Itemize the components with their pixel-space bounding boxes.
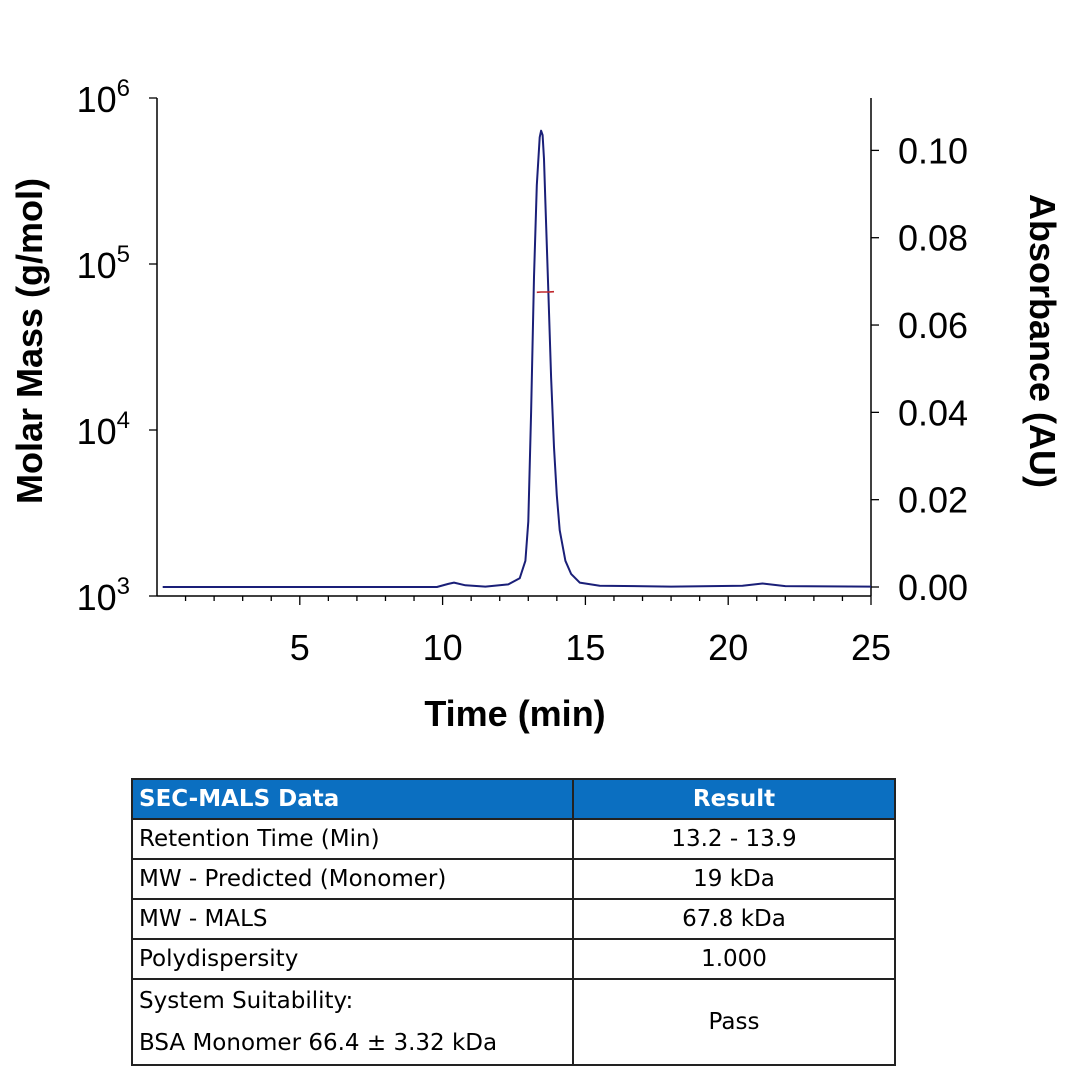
header-parameter: SEC-MALS Data (131, 778, 574, 820)
series-layer (162, 129, 872, 588)
axes (156, 98, 872, 597)
ticks-layer: 5 10 15 20 25 103 104 105 106 0.00 0.02 0.04 0.06 0.0… (77, 75, 968, 668)
right-y-axis-title: Absorbance (AU) (1022, 194, 1063, 488)
molar-mass-trace (536, 290, 555, 294)
table-row: System Suitability: BSA Monomer 66.4 ± 3… (131, 978, 896, 1066)
right-y-tick-label: 0.10 (898, 130, 968, 171)
left-y-tick-label: 105 (77, 241, 130, 286)
x-tick-label: 15 (565, 627, 605, 668)
row-param: MW - MALS (131, 898, 574, 940)
right-y-tick-label: 0.06 (898, 305, 968, 346)
left-y-tick-label: 104 (77, 407, 130, 452)
row-param: System Suitability: BSA Monomer 66.4 ± 3… (131, 978, 574, 1066)
absorbance-trace (162, 129, 872, 588)
left-y-tick-label: 103 (77, 573, 130, 618)
right-y-tick-label: 0.00 (898, 567, 968, 608)
x-axis-title: Time (min) (424, 693, 605, 734)
row-param: Retention Time (Min) (131, 818, 574, 860)
x-tick-label: 20 (708, 627, 748, 668)
param-line-2: BSA Monomer 66.4 ± 3.32 kDa (139, 1030, 498, 1056)
right-y-tick-label: 0.02 (898, 480, 968, 521)
left-y-axis-title: Molar Mass (g/mol) (9, 178, 50, 504)
param-line-1: System Suitability: (139, 988, 354, 1014)
right-y-tick-label: 0.08 (898, 218, 968, 259)
row-param: MW - Predicted (Monomer) (131, 858, 574, 900)
header-result: Result (572, 778, 896, 820)
row-value: 19 kDa (572, 858, 896, 900)
row-value: 67.8 kDa (572, 898, 896, 940)
x-tick-label: 10 (423, 627, 463, 668)
table-row: MW - MALS 67.8 kDa (131, 898, 896, 940)
table-header-row: SEC-MALS Data Result (131, 778, 896, 820)
left-y-tick-label: 106 (77, 75, 130, 120)
sec-mals-results-table: SEC-MALS Data Result Retention Time (Min… (131, 778, 896, 1066)
sec-mals-chart: 5 10 15 20 25 103 104 105 106 0.00 0.02 0.04 0.06 0.0… (9, 75, 1063, 734)
x-tick-label: 5 (290, 627, 310, 668)
row-value: 1.000 (572, 938, 896, 980)
table-row: Polydispersity 1.000 (131, 938, 896, 980)
table-row: Retention Time (Min) 13.2 - 13.9 (131, 818, 896, 860)
right-y-tick-label: 0.04 (898, 392, 968, 433)
row-value: Pass (572, 978, 896, 1066)
x-tick-label: 25 (851, 627, 891, 668)
row-param: Polydispersity (131, 938, 574, 980)
table-row: MW - Predicted (Monomer) 19 kDa (131, 858, 896, 900)
row-value: 13.2 - 13.9 (572, 818, 896, 860)
